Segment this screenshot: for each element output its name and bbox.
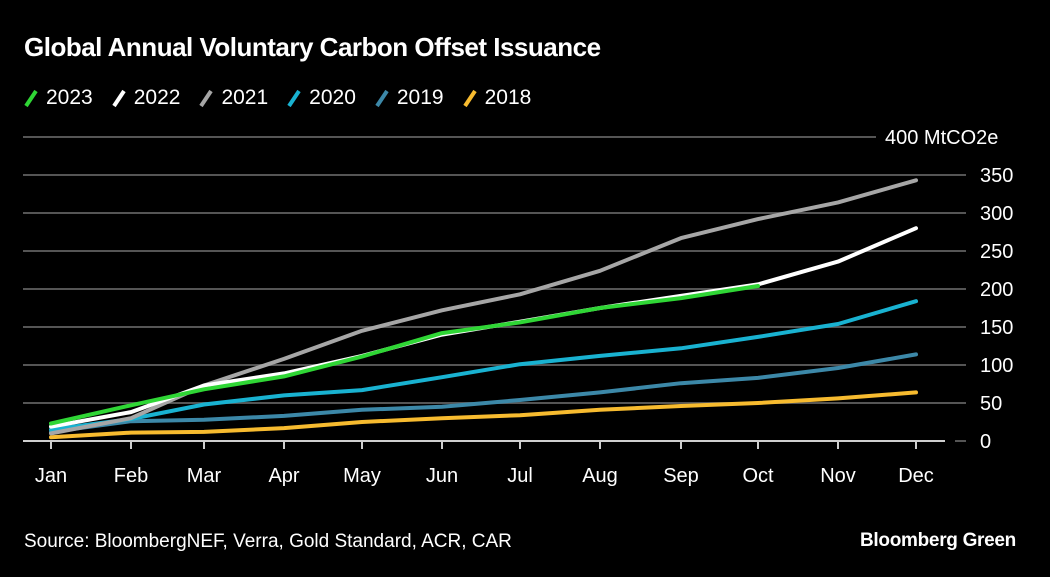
series-line-2019 — [49, 352, 918, 434]
legend-item-2018: 2018 — [462, 86, 532, 110]
y-tick-label: 200 — [980, 279, 1013, 301]
legend-swatch-icon — [24, 89, 38, 108]
legend-label: 2018 — [484, 86, 532, 109]
y-tick-label: 150 — [980, 317, 1013, 339]
y-tick-label: 50 — [980, 393, 1002, 415]
legend-label: 2022 — [133, 86, 181, 109]
x-tick-label: Jan — [35, 465, 67, 487]
x-tick-label: Jul — [507, 465, 533, 487]
y-tick-label: 0 — [980, 431, 991, 453]
series-line-2020 — [49, 299, 918, 432]
legend-item-2020: 2020 — [287, 86, 356, 110]
legend-swatch-icon — [112, 89, 126, 108]
x-tick-label: Jun — [426, 465, 458, 487]
x-tick-label: Dec — [898, 465, 934, 487]
source-note: Source: BloombergNEF, Verra, Gold Standa… — [24, 531, 512, 552]
legend-swatch-icon — [287, 89, 301, 108]
legend-swatch-icon — [375, 89, 389, 108]
x-tick-label: Oct — [742, 465, 774, 487]
legend: 2023 2022 2021 2020 2019 2018 — [24, 86, 550, 110]
x-tick-label: Sep — [663, 465, 699, 487]
x-tick-label: Feb — [114, 465, 148, 487]
x-axis: Jan Feb Mar Apr May Jun Jul Aug Sep Oct Nov Dec — [35, 441, 934, 487]
y-tick-label: 400 MtCO2e — [885, 127, 998, 149]
legend-swatch-icon — [462, 89, 477, 108]
x-tick-label: Mar — [187, 465, 222, 487]
y-axis: 0 50 100 150 200 250 300 350 400 MtCO2e — [885, 127, 1013, 453]
series-line-2018 — [49, 390, 918, 440]
series-line-2023 — [49, 284, 760, 426]
legend-label: 2023 — [46, 86, 93, 109]
gridlines — [23, 136, 966, 442]
legend-label: 2019 — [396, 86, 444, 109]
x-tick-label: May — [343, 465, 381, 487]
legend-swatch-icon — [199, 89, 214, 108]
legend-item-2019: 2019 — [375, 86, 444, 110]
y-tick-label: 300 — [980, 203, 1013, 225]
x-tick-label: Apr — [268, 465, 299, 487]
legend-item-2021: 2021 — [199, 86, 268, 110]
x-tick-label: Aug — [582, 465, 618, 487]
y-tick-label: 250 — [980, 241, 1013, 263]
legend-item-2023: 2023 — [24, 86, 93, 110]
legend-label: 2021 — [221, 86, 269, 109]
legend-item-2022: 2022 — [112, 86, 181, 110]
x-tick-label: Nov — [820, 465, 856, 487]
y-tick-label: 350 — [980, 165, 1013, 187]
chart-title: Global Annual Voluntary Carbon Offset Is… — [24, 32, 601, 62]
series-lines — [49, 178, 918, 440]
y-tick-label: 100 — [980, 355, 1013, 377]
brand-logo: Bloomberg Green — [860, 530, 1016, 551]
legend-label: 2020 — [309, 86, 356, 109]
